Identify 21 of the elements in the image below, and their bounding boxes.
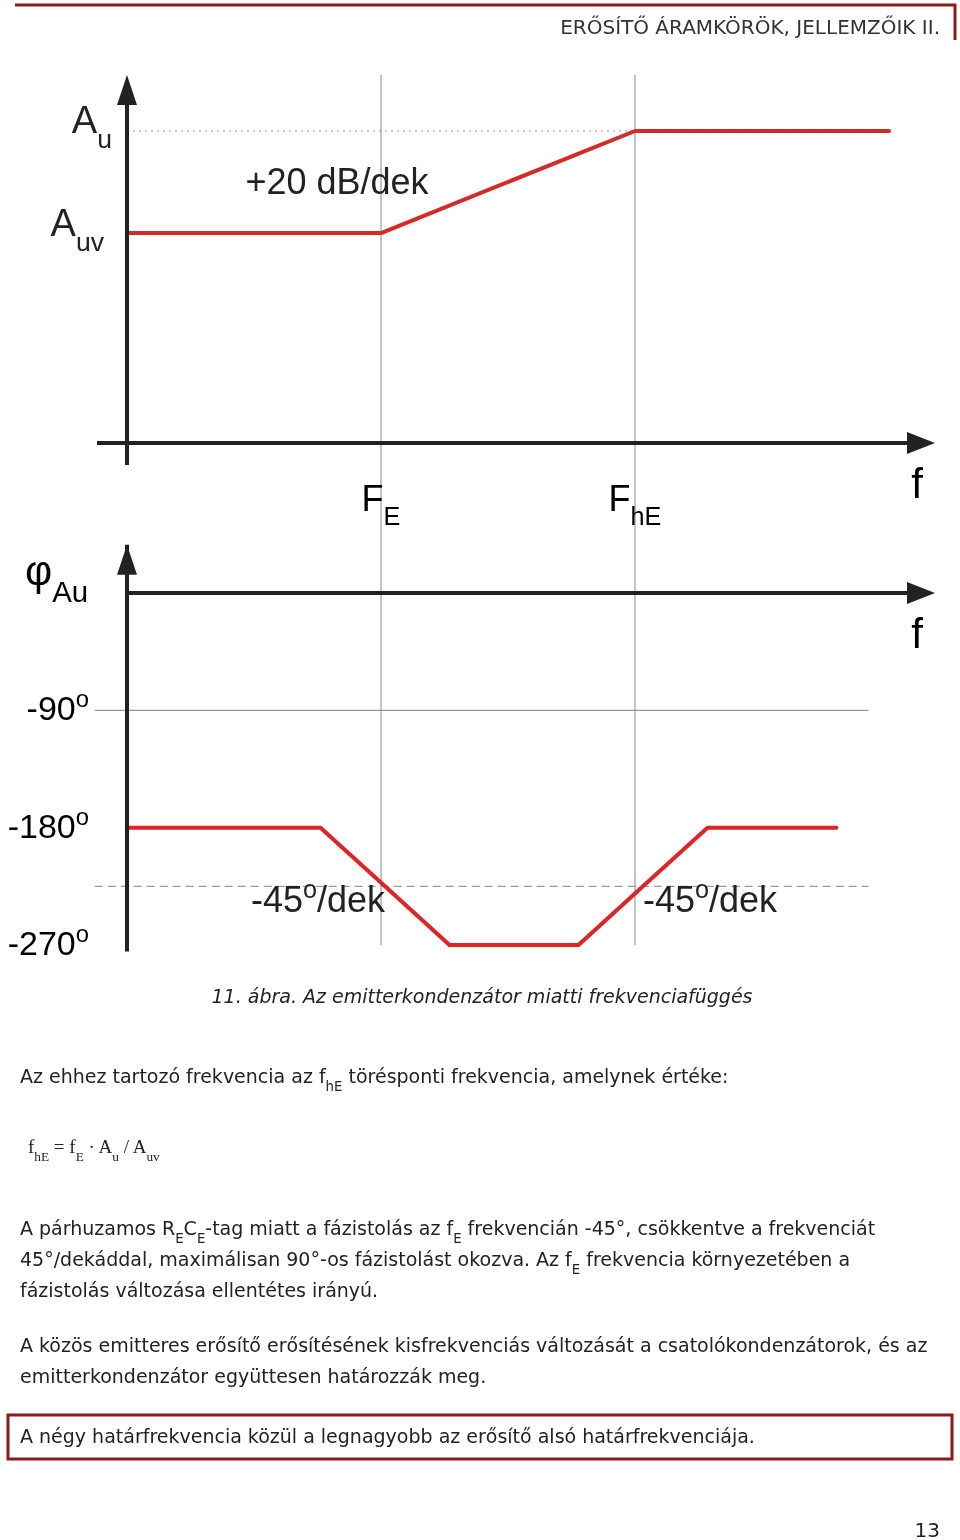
annotation: +20 dB/dek	[245, 161, 430, 202]
x-axis-title: f	[911, 610, 924, 658]
text: ERŐSÍTŐ ÁRAMKÖRÖK, JELLEMZŐIK II.	[560, 15, 940, 39]
y-tick-label: -180$^{o}$	[7, 802, 89, 845]
x-tick-label: F$_{E}$	[361, 478, 401, 530]
annotation: A$_{uv}$	[50, 202, 105, 257]
y-tick-label: -270$^{o}$	[7, 919, 89, 962]
text: A közös emitteres erősítő erősítésének kisfrekvenciás változását a csatolókondenzátorok, és az emitterkondenzátor együttesen határozzák meg.	[20, 1334, 928, 1387]
y-axis-title: φ$_{Au}$	[25, 546, 89, 608]
x-tick-label: F$_{hE}$	[608, 478, 662, 530]
text: A párhuzamos R$_{E}$C$_{E}$-tag miatt a fázistolás az f$_{E}$ frekvencián -45°, csökkentve a frekvenciát 45°/dekáddal, maximálisan 90°-os fázistolást okozva. Az f$_{E}$ frekvencia környezetében a fázistolás változása ellentétes irányú.	[20, 1217, 876, 1301]
x-axis-title: f	[911, 460, 924, 507]
text: Az ehhez tartozó frekvencia az f$_{hE}$ törésponti frekvencia, amelynek értéke:	[20, 1065, 729, 1094]
text: 13	[914, 1518, 940, 1540]
annotation: -45$^{o}$/dek	[250, 875, 387, 920]
annotation: -45$^{o}$/dek	[642, 875, 779, 920]
annotation: A$_{u}$	[71, 99, 112, 154]
text: f$_{hE}$ = f$_{E}$ · A$_{u}$ / A$_{uv}$	[28, 1136, 161, 1164]
text: A négy határfrekvencia közül a legnagyobb az erősítő alsó határfrekvenciája.	[20, 1425, 755, 1447]
text: 11. ábra. Az emitterkondenzátor miatti frekvenciafüggés	[211, 985, 753, 1007]
y-tick-label: -90$^{o}$	[26, 684, 89, 728]
